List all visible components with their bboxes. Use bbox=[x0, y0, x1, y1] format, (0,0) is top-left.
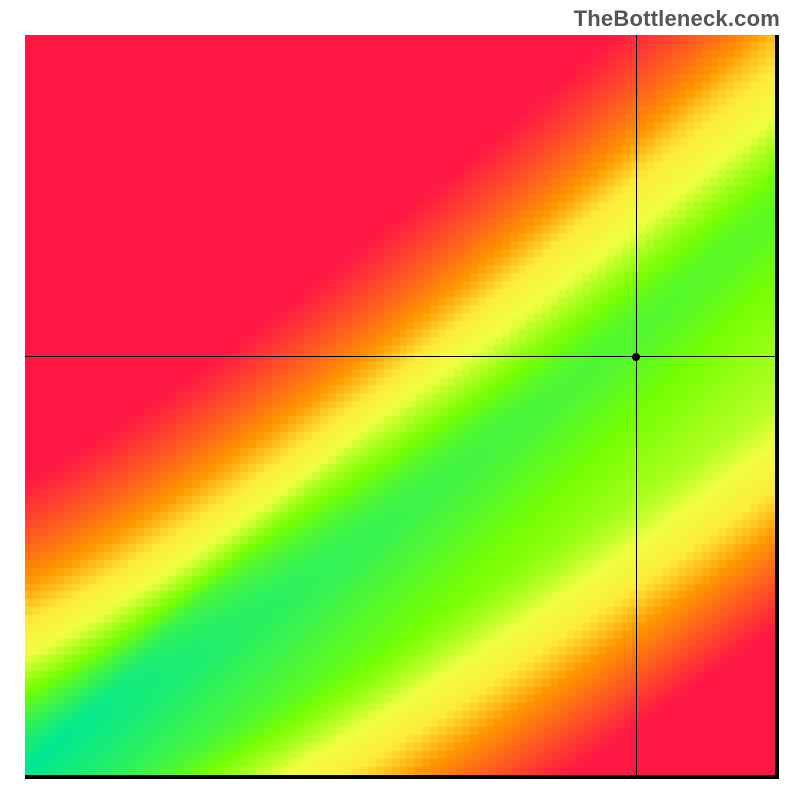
plot-bottom-border bbox=[25, 775, 779, 779]
watermark-text: TheBottleneck.com bbox=[574, 6, 780, 32]
crosshair-vertical-line bbox=[636, 35, 637, 775]
crosshair-marker bbox=[632, 353, 640, 361]
plot-right-border bbox=[775, 35, 779, 779]
chart-container: { "watermark": { "text": "TheBottleneck.… bbox=[0, 0, 800, 800]
bottleneck-heatmap bbox=[25, 35, 775, 775]
crosshair-horizontal-line bbox=[25, 356, 775, 357]
